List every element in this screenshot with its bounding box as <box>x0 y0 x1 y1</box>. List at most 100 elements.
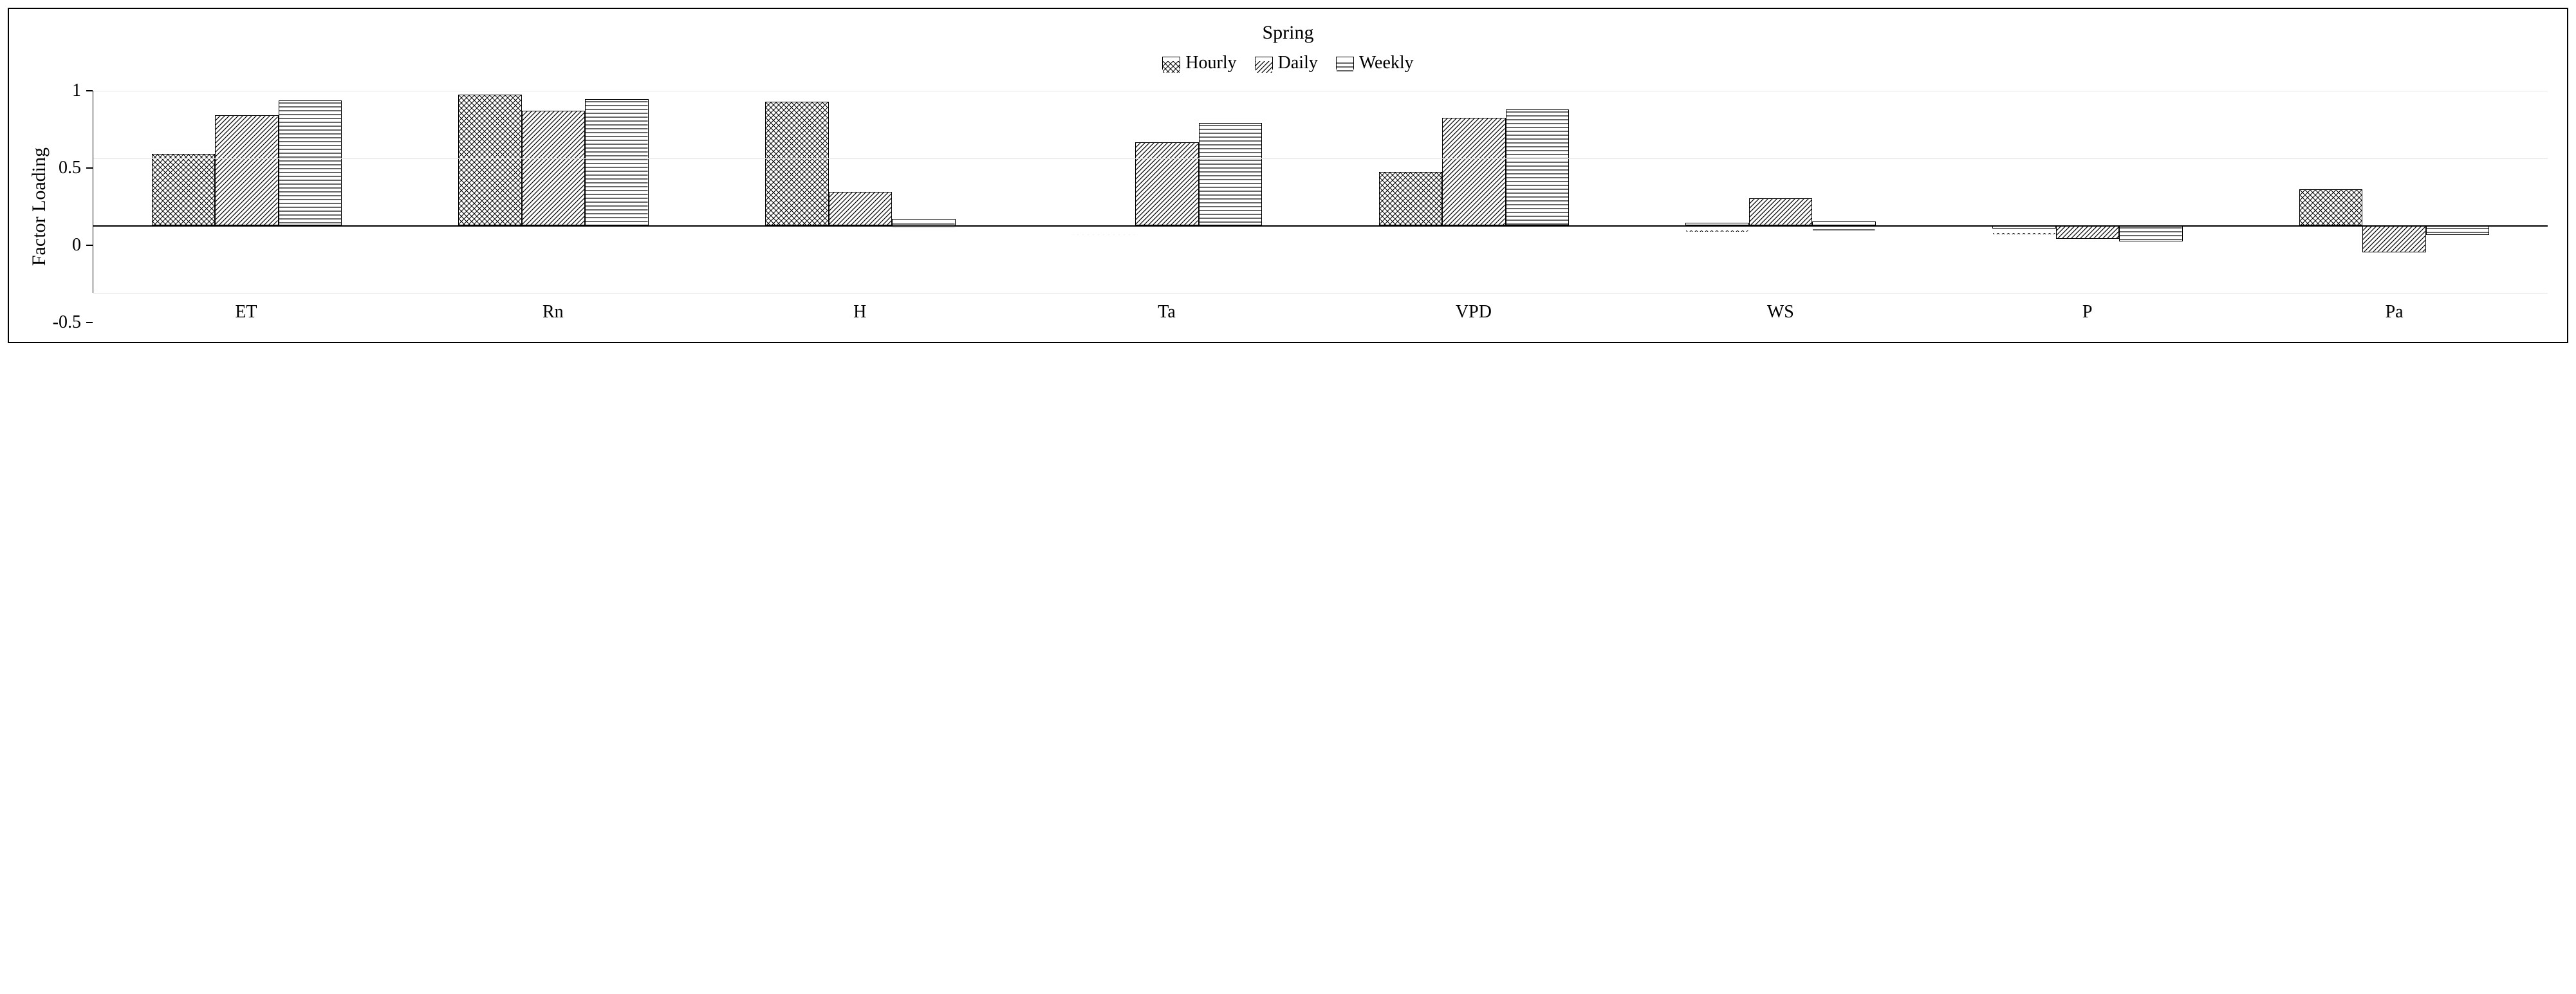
bar <box>1379 91 1443 293</box>
bar-group <box>1014 91 1320 293</box>
bar-group <box>1627 91 1934 293</box>
y-tick-label: 1 <box>72 80 86 101</box>
bar-fill <box>892 219 956 225</box>
bar-group <box>400 91 707 293</box>
bar-group <box>1320 91 1627 293</box>
bar-fill <box>1135 142 1199 226</box>
bar-fill <box>279 100 342 226</box>
bar <box>765 91 829 293</box>
x-tick-label: WS <box>1627 293 1934 323</box>
plot-area: Factor Loading -0.500.51 ETRnHTaVPDWSPPa <box>28 91 2548 323</box>
bar-fill <box>2056 225 2120 239</box>
bar-group <box>2241 91 2548 293</box>
bar-groups <box>93 91 2548 293</box>
bar <box>892 91 956 293</box>
zero-line <box>93 225 2548 227</box>
bar <box>1199 91 1263 293</box>
bar-fill <box>765 102 829 226</box>
bar <box>522 91 586 293</box>
x-axis: ETRnHTaVPDWSPPa <box>93 293 2548 323</box>
bar-cluster <box>1379 91 1570 293</box>
legend-label: Daily <box>1278 53 1318 73</box>
x-tick-label: VPD <box>1320 293 1627 323</box>
bar <box>2362 91 2426 293</box>
y-tick-mark <box>86 322 93 323</box>
bar-fill <box>2119 225 2183 241</box>
x-tick-label: ET <box>93 293 400 323</box>
y-tick-label: 0.5 <box>59 158 86 178</box>
y-axis: -0.500.51 <box>54 91 93 323</box>
bar-fill <box>829 192 893 225</box>
bar-fill <box>1506 109 1570 225</box>
bar <box>458 91 522 293</box>
bar-fill <box>522 111 586 225</box>
bar-fill <box>1749 198 1813 225</box>
bar-cluster <box>765 91 956 293</box>
legend-item-hourly: Hourly <box>1162 53 1236 73</box>
x-tick-label: Pa <box>2241 293 2548 323</box>
bar <box>2119 91 2183 293</box>
y-tick-mark <box>86 167 93 169</box>
bar <box>152 91 216 293</box>
legend-swatch-icon <box>1255 57 1273 70</box>
x-tick-label: P <box>1934 293 2241 323</box>
bar <box>1812 91 1876 293</box>
legend-swatch-icon <box>1336 57 1354 70</box>
y-tick-mark <box>86 90 93 91</box>
bar <box>1992 91 2056 293</box>
bar-fill <box>2299 189 2363 226</box>
y-axis-label: Factor Loading <box>28 91 54 323</box>
bar-fill <box>1199 123 1263 225</box>
bar <box>1442 91 1506 293</box>
bar-cluster <box>1072 91 1263 293</box>
bar-cluster <box>152 91 342 293</box>
bar-group <box>1934 91 2241 293</box>
bar <box>829 91 893 293</box>
x-tick-label: Ta <box>1014 293 1320 323</box>
gridline <box>93 158 2548 159</box>
y-axis-label-text: Factor Loading <box>28 147 50 266</box>
bar-fill <box>585 99 649 226</box>
y-tick: 0 <box>72 235 93 256</box>
bar-group <box>707 91 1014 293</box>
y-tick: 0.5 <box>59 158 93 178</box>
bar-fill <box>152 154 216 225</box>
legend-swatch-icon <box>1162 57 1180 70</box>
chart-frame: Spring HourlyDailyWeekly Factor Loading … <box>8 8 2568 343</box>
x-tick-label: Rn <box>400 293 707 323</box>
y-tick-mark <box>86 245 93 246</box>
y-tick-label: 0 <box>72 235 86 256</box>
bar-cluster <box>1685 91 1876 293</box>
bar <box>2056 91 2120 293</box>
legend: Hourly Daily Weekly <box>28 53 2548 78</box>
bar <box>215 91 279 293</box>
bar-fill <box>1379 172 1443 226</box>
bar <box>1685 91 1749 293</box>
bar-fill <box>1442 118 1506 225</box>
y-tick: -0.5 <box>53 312 93 333</box>
bar-cluster <box>2299 91 2490 293</box>
x-tick-label: H <box>707 293 1014 323</box>
bar <box>1135 91 1199 293</box>
bar-cluster <box>1992 91 2183 293</box>
bar-cluster <box>458 91 649 293</box>
bar <box>1072 91 1136 293</box>
bar-fill <box>215 115 279 226</box>
y-tick-label: -0.5 <box>53 312 86 333</box>
legend-item-daily: Daily <box>1255 53 1318 73</box>
bar-group <box>93 91 400 293</box>
bar-fill <box>2426 225 2490 235</box>
plot <box>93 91 2548 293</box>
bar <box>1749 91 1813 293</box>
bar <box>585 91 649 293</box>
chart-title: Spring <box>28 22 2548 44</box>
legend-label: Weekly <box>1359 53 1414 73</box>
y-tick: 1 <box>72 80 93 101</box>
bar <box>1506 91 1570 293</box>
bar-fill <box>458 95 522 225</box>
bar <box>2299 91 2363 293</box>
legend-item-weekly: Weekly <box>1336 53 1414 73</box>
bar <box>2426 91 2490 293</box>
bar-fill <box>2362 225 2426 252</box>
legend-label: Hourly <box>1185 53 1236 73</box>
